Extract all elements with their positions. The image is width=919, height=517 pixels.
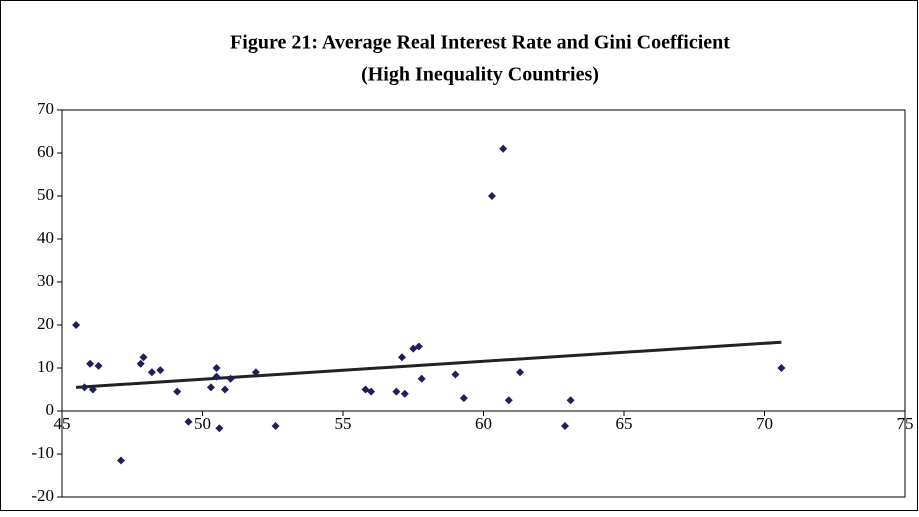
point [367, 387, 376, 396]
point [451, 370, 460, 379]
point [220, 385, 229, 394]
point [94, 361, 103, 370]
point [80, 383, 89, 392]
point [417, 374, 426, 383]
point [147, 368, 156, 377]
y-tick-label: 10 [37, 357, 54, 376]
point [392, 387, 401, 396]
point [226, 374, 235, 383]
point [184, 417, 193, 426]
y-tick-label: 40 [37, 228, 54, 247]
x-tick-label: 70 [756, 414, 773, 433]
chart-subtitle: (High Inequality Countries) [361, 64, 599, 86]
point [88, 385, 97, 394]
point [400, 389, 409, 398]
point [560, 422, 569, 431]
y-tick-label: 0 [46, 400, 55, 419]
point [72, 321, 81, 329]
chart-title: Figure 21: Average Real Interest Rate an… [230, 32, 730, 54]
point [212, 364, 221, 372]
x-tick-label: 45 [54, 414, 71, 433]
point [566, 396, 575, 405]
point [459, 394, 468, 403]
point [215, 424, 224, 433]
point [156, 366, 165, 375]
y-tick-label: -20 [31, 486, 54, 505]
point [398, 353, 407, 362]
y-tick-label: 20 [37, 314, 54, 333]
plot-area [61, 109, 906, 498]
point [117, 456, 126, 465]
trendline [75, 340, 782, 389]
y-tick-label: -10 [31, 443, 54, 462]
y-tick-label: 50 [37, 185, 54, 204]
x-tick-label: 65 [616, 414, 633, 433]
point [516, 368, 525, 377]
point [173, 387, 182, 396]
point [139, 353, 148, 362]
point [271, 422, 280, 431]
point [206, 383, 215, 392]
x-tick-label: 50 [194, 414, 211, 433]
point [136, 359, 145, 368]
point [504, 396, 513, 405]
point [86, 359, 95, 368]
y-tick-label: 70 [37, 99, 54, 118]
y-tick-label: 60 [37, 142, 54, 161]
x-tick-label: 75 [897, 414, 914, 433]
x-tick-label: 60 [475, 414, 492, 433]
point [777, 364, 786, 372]
point [212, 372, 221, 381]
y-tick-label: 30 [37, 271, 54, 290]
point [414, 342, 423, 351]
point [251, 368, 260, 377]
point [499, 144, 508, 153]
x-tick-label: 55 [335, 414, 352, 433]
point [487, 192, 496, 200]
